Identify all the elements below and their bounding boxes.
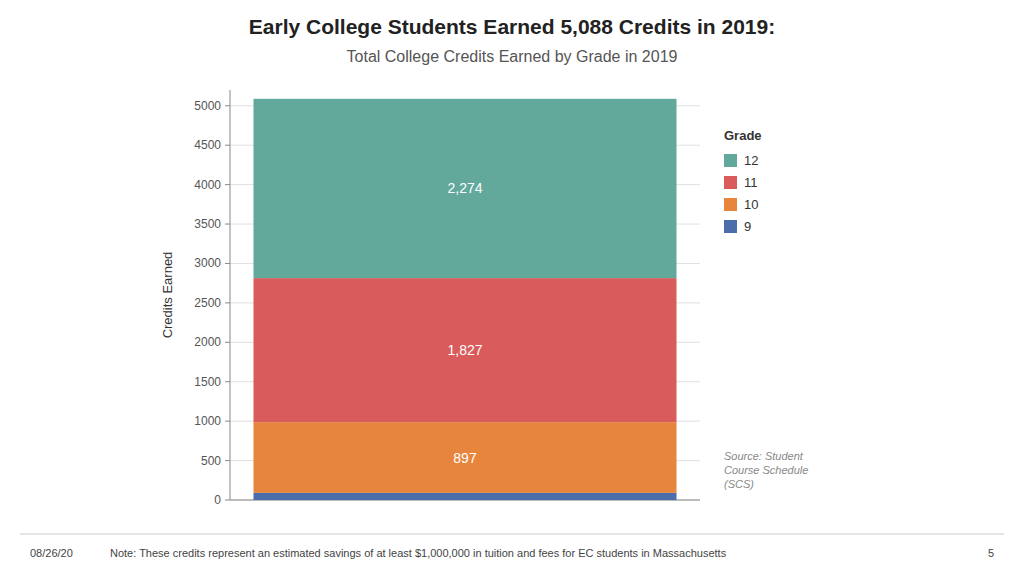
legend-label: 12: [744, 153, 758, 168]
bars: [254, 99, 677, 500]
bar-segment: [254, 278, 677, 422]
legend-swatch: [724, 176, 737, 189]
source-line: (SCS): [724, 478, 754, 490]
y-axis-line: [230, 90, 231, 500]
data-label: 2,274: [447, 180, 482, 196]
legend-swatch: [724, 198, 737, 211]
legend: Grade 12 11 10 9: [724, 128, 762, 234]
tick-mark: [225, 145, 230, 146]
tick-label: 1000: [194, 414, 221, 428]
tick-mark: [225, 342, 230, 343]
tick-label: 3000: [194, 256, 221, 270]
bar-segment: [254, 422, 677, 493]
tick-label: 2000: [194, 335, 221, 349]
legend-label: 9: [744, 219, 751, 234]
tick-label: 3500: [194, 217, 221, 231]
tick-label: 4000: [194, 178, 221, 192]
tick-mark: [225, 224, 230, 225]
tick-label: 2500: [194, 296, 221, 310]
tick-mark: [225, 184, 230, 185]
tick-label: 500: [201, 454, 221, 468]
data-labels: 897 1,827 2,274: [447, 180, 482, 465]
tick-label: 0: [214, 493, 221, 507]
tick-mark: [225, 302, 230, 303]
source: Source: Student Course Schedule (SCS): [724, 450, 808, 490]
tick-mark: [225, 500, 230, 501]
y-axis-label: Credits Earned: [160, 252, 175, 339]
subtitle: Total College Credits Earned by Grade in…: [347, 48, 678, 65]
footer-page: 5: [988, 547, 994, 559]
footer-rule: [20, 534, 1004, 535]
y-axis: 0 500 1000 1500 2000 2500 3000 3500 4000 4500 5000: [194, 90, 700, 507]
data-label: 1,827: [447, 342, 482, 358]
tick-label: 4500: [194, 138, 221, 152]
bar-segment: [254, 493, 677, 500]
chart: Early College Students Earned 5,088 Cred…: [0, 0, 1024, 576]
tick-mark: [225, 263, 230, 264]
legend-swatch: [724, 154, 737, 167]
legend-swatch: [724, 220, 737, 233]
legend-label: 10: [744, 197, 758, 212]
tick-mark: [225, 421, 230, 422]
tick-mark: [225, 460, 230, 461]
footer-note: Note: These credits represent an estimat…: [110, 547, 727, 559]
legend-label: 11: [744, 175, 758, 190]
tick-mark: [225, 105, 230, 106]
source-line: Course Schedule: [724, 464, 808, 476]
tick-label: 5000: [194, 99, 221, 113]
tick-mark: [225, 381, 230, 382]
bar-segment: [254, 99, 677, 278]
tick-label: 1500: [194, 375, 221, 389]
footer-date: 08/26/20: [30, 547, 73, 559]
title: Early College Students Earned 5,088 Cred…: [249, 15, 775, 38]
data-label: 897: [453, 450, 477, 466]
legend-title: Grade: [724, 128, 762, 143]
source-line: Source: Student: [724, 450, 804, 462]
